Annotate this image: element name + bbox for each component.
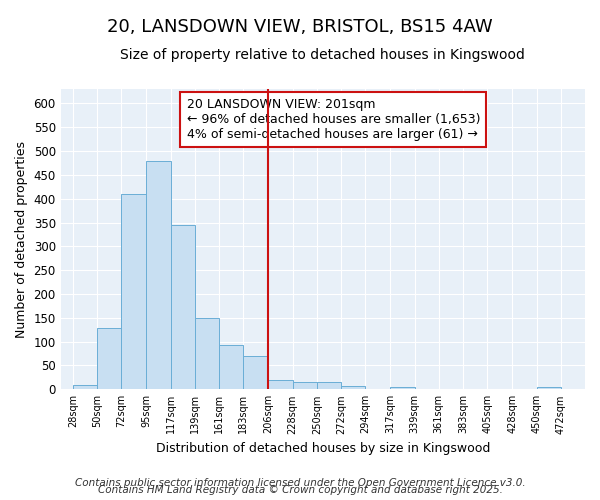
Bar: [293, 382, 317, 390]
Bar: [97, 328, 121, 390]
Bar: [219, 346, 243, 390]
Text: 20 LANSDOWN VIEW: 201sqm
← 96% of detached houses are smaller (1,653)
4% of semi: 20 LANSDOWN VIEW: 201sqm ← 96% of detach…: [187, 98, 480, 141]
Y-axis label: Number of detached properties: Number of detached properties: [15, 140, 28, 338]
Bar: [121, 194, 146, 390]
Bar: [243, 356, 268, 390]
Bar: [170, 226, 195, 390]
Text: 20, LANSDOWN VIEW, BRISTOL, BS15 4AW: 20, LANSDOWN VIEW, BRISTOL, BS15 4AW: [107, 18, 493, 36]
Bar: [146, 160, 170, 390]
Bar: [341, 386, 365, 390]
Bar: [391, 388, 415, 390]
Bar: [317, 382, 341, 390]
X-axis label: Distribution of detached houses by size in Kingswood: Distribution of detached houses by size …: [155, 442, 490, 455]
Text: Contains public sector information licensed under the Open Government Licence v3: Contains public sector information licen…: [74, 478, 526, 488]
Title: Size of property relative to detached houses in Kingswood: Size of property relative to detached ho…: [121, 48, 525, 62]
Text: Contains HM Land Registry data © Crown copyright and database right 2025.: Contains HM Land Registry data © Crown c…: [98, 485, 502, 495]
Bar: [536, 387, 561, 390]
Bar: [73, 384, 97, 390]
Bar: [195, 318, 219, 390]
Bar: [268, 380, 293, 390]
